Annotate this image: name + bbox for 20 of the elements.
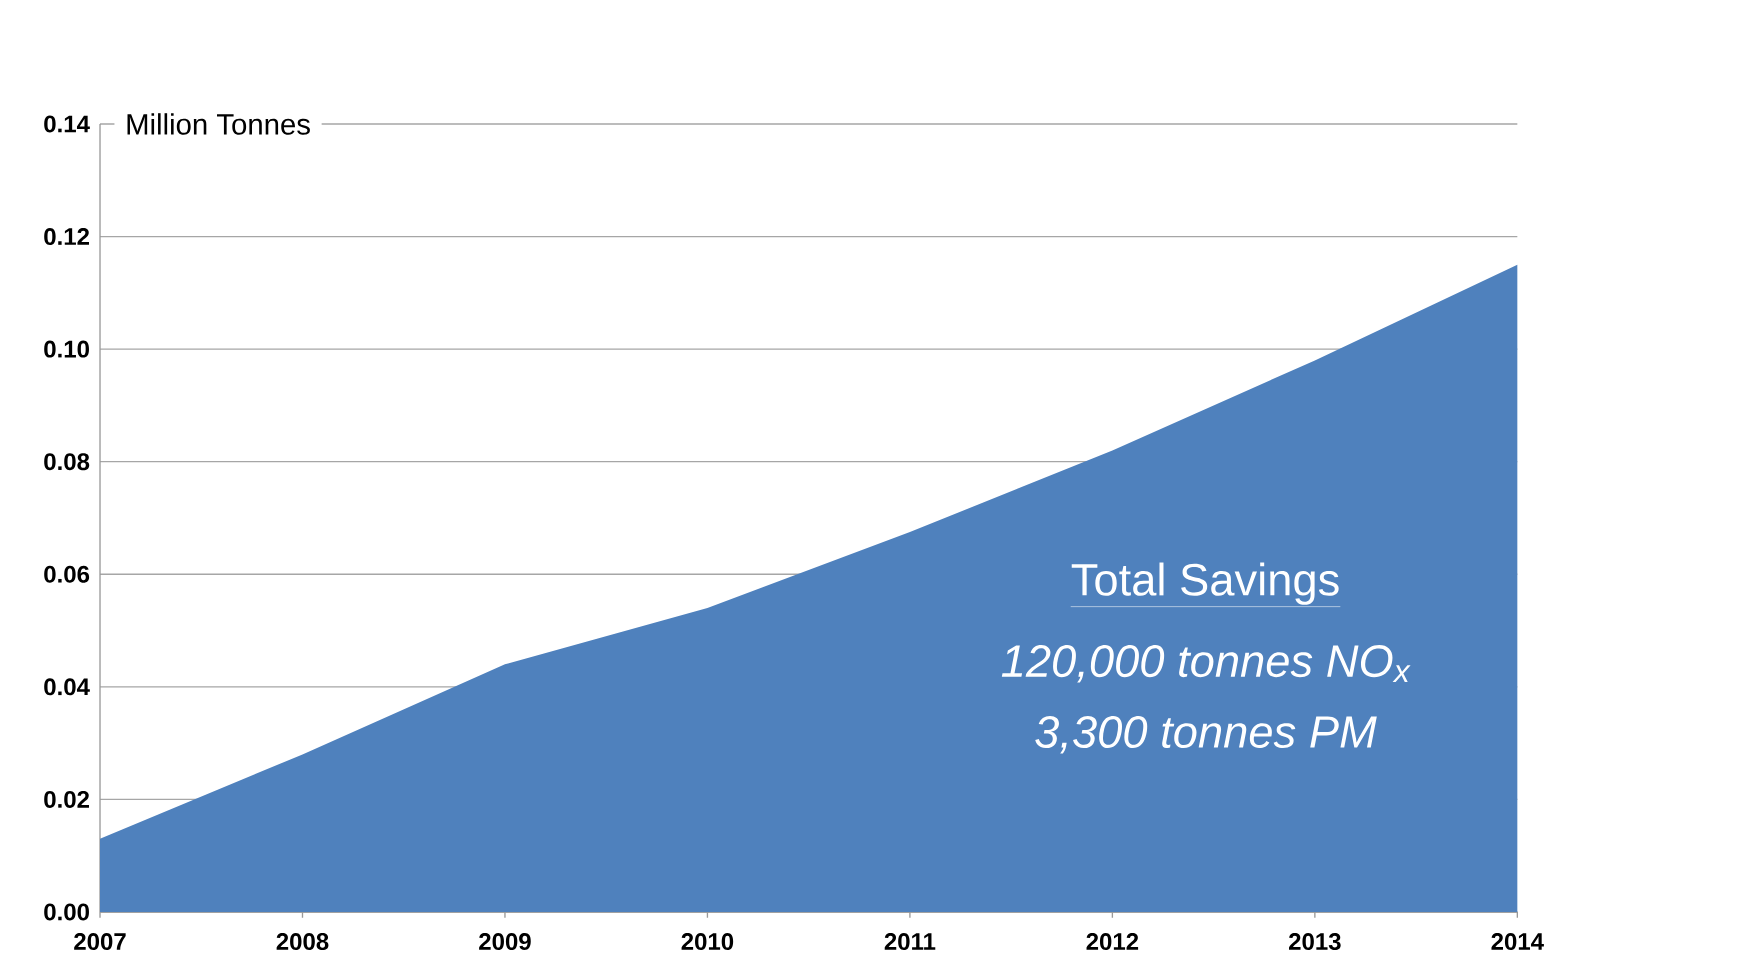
x-tick-label: 2008 <box>276 933 329 951</box>
y-tick-label: 0.10 <box>44 340 89 358</box>
x-tick-label: 2011 <box>884 933 936 951</box>
annotation: 3,300 tonnes PM <box>1035 715 1377 754</box>
y-tick-label: 0.14 <box>44 115 90 133</box>
x-tick-label: 2007 <box>74 933 126 951</box>
x-tick-label: 2009 <box>479 933 531 951</box>
y-tick-label: 0.04 <box>44 678 90 696</box>
y-tick-label: 0.06 <box>44 565 90 583</box>
y-tick-label: 0.12 <box>44 228 89 246</box>
y-axis-title: Million Tonnes <box>127 113 310 135</box>
x-tick-label: 2013 <box>1289 933 1341 951</box>
y-tick-label: 0.00 <box>44 903 89 921</box>
x-tick-label: 2010 <box>681 933 734 951</box>
x-tick-label: 2012 <box>1086 933 1139 951</box>
annotation: Total Savings <box>1071 562 1339 605</box>
annotation: 120,000 tonnes NO$_{x}$ <box>1001 645 1411 683</box>
x-tick-label: 2014 <box>1491 933 1544 951</box>
y-tick-label: 0.08 <box>44 453 90 471</box>
y-tick-label: 0.02 <box>44 790 89 808</box>
